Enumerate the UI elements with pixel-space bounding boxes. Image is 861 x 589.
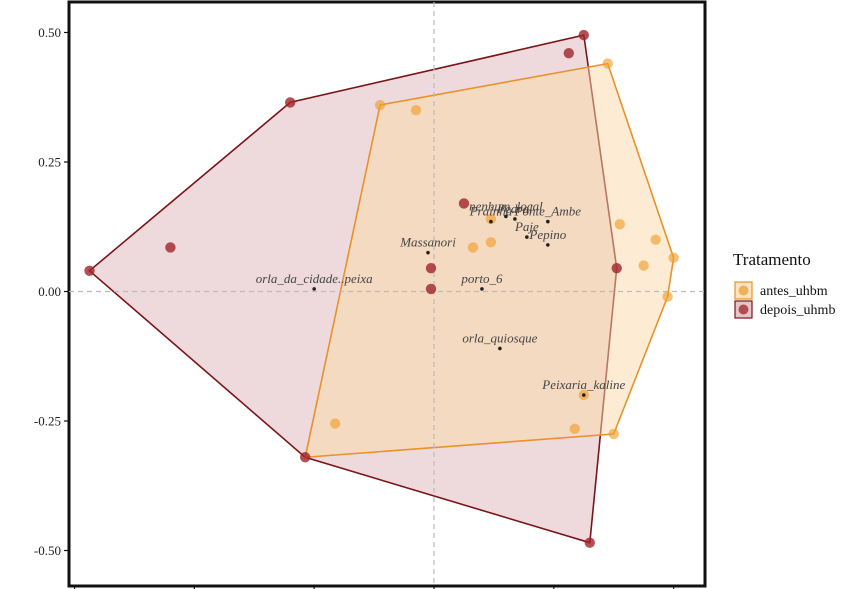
point-antes-uhbm-7 — [662, 291, 673, 302]
point-antes-uhbm-9 — [485, 237, 497, 248]
site-label-prainha: Prainha — [469, 204, 513, 219]
legend: Tratamento antes_uhbm depois_uhmb — [733, 250, 835, 319]
point-antes-uhbm-4 — [650, 234, 661, 245]
site-dot-orla-quiosque — [498, 346, 502, 351]
point-depois-uhmb-2 — [285, 97, 296, 108]
legend-label-antes-uhbm: antes_uhbm — [760, 284, 828, 299]
legend-marker-depois-uhmb — [738, 304, 749, 315]
site-label-orla-da-cidade-peixa: orla_da_cidade..peixa — [256, 271, 373, 286]
site-dot-porto-6 — [480, 287, 484, 291]
site-label-pedral: Pedral — [496, 201, 533, 216]
site-label-orla-quiosque: orla_quiosque — [462, 330, 537, 345]
y-tick-label-4: 0.50 — [38, 25, 61, 40]
legend-marker-antes-uhbm — [738, 285, 749, 296]
point-antes-uhbm-12 — [569, 423, 580, 434]
point-depois-uhmb-10 — [584, 537, 595, 548]
y-tick-label-3: 0.25 — [38, 155, 61, 170]
point-antes-uhbm-13 — [608, 428, 619, 440]
y-tick-label-1: -0.25 — [34, 414, 61, 429]
points-layer — [84, 29, 679, 548]
site-dot-paje — [525, 235, 529, 239]
point-depois-uhmb-6 — [425, 262, 437, 274]
point-antes-uhbm-14 — [329, 418, 341, 429]
point-antes-uhbm-10 — [467, 242, 479, 253]
legend-title: Tratamento — [733, 250, 811, 269]
site-dot-massanori — [426, 250, 430, 255]
site-dot-prainha — [489, 219, 493, 224]
legend-label-depois-uhmb: depois_uhmb — [760, 303, 835, 318]
point-depois-uhmb-9 — [299, 452, 311, 463]
site-label-massanori: Massanori — [399, 235, 456, 250]
site-label-nenhum-local: nenhum_local — [469, 198, 543, 213]
point-antes-uhbm-2 — [410, 105, 422, 116]
point-depois-uhmb-5 — [458, 198, 470, 209]
point-antes-uhbm-3 — [614, 218, 625, 230]
site-dot-pedral — [513, 217, 517, 221]
point-depois-uhmb-0 — [578, 29, 589, 41]
point-antes-uhbm-5 — [668, 252, 679, 264]
x-tick-label-2: -0.2 — [304, 587, 325, 589]
point-depois-uhmb-8 — [611, 262, 622, 274]
x-tick-label-5: 0.4 — [666, 587, 683, 589]
point-antes-uhbm-6 — [638, 260, 649, 271]
y-tick-label-0: -0.50 — [34, 543, 61, 558]
site-dot-nenhum-local — [504, 214, 508, 219]
x-tick-label-0: -0.6 — [64, 587, 85, 589]
hull-layer — [88, 34, 675, 544]
site-dot-peixaria-kaline — [581, 393, 586, 397]
point-depois-uhmb-4 — [84, 265, 95, 276]
point-depois-uhmb-1 — [563, 48, 574, 59]
point-antes-uhbm-1 — [374, 99, 386, 111]
y-tick-label-2: 0.00 — [38, 284, 61, 299]
site-label-paje: Paje — [514, 219, 539, 234]
x-tick-label-1: -0.4 — [184, 587, 205, 589]
site-label-layer: nenhum_localPonte_AmbePrainhaPedralPajeP… — [256, 198, 626, 397]
site-label-peixaria-kaline: Peixaria_kaline — [541, 377, 625, 392]
site-dot-pepino — [546, 243, 550, 247]
site-label-ponte-ambe: Ponte_Ambe — [514, 204, 582, 219]
point-antes-uhbm-8 — [485, 213, 497, 225]
x-tick-label-4: 0.2 — [546, 587, 562, 589]
site-dot-orla-da-cidade-peixa — [312, 287, 316, 291]
site-label-pepino: Pepino — [528, 227, 566, 242]
point-depois-uhmb-7 — [425, 283, 437, 295]
point-antes-uhbm-0 — [602, 58, 613, 69]
site-label-porto-6: porto_6 — [460, 271, 503, 286]
point-depois-uhmb-3 — [165, 242, 176, 253]
site-dot-ponte-ambe — [546, 219, 550, 224]
x-tick-label-3: 0.0 — [426, 587, 442, 589]
reference-lines — [69, 2, 705, 586]
axes-layer: -0.50 -0.25 0.00 0.25 0.50 -0.6 -0.4 -0.2 0.0 0.2… — [34, 25, 682, 589]
